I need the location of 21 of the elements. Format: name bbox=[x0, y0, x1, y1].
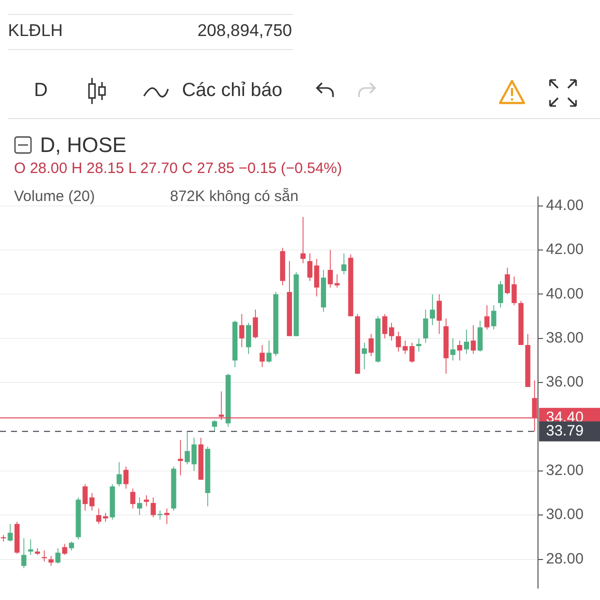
y-tick-label: 44.00 bbox=[546, 196, 584, 214]
y-tick-label: 38.00 bbox=[546, 330, 584, 347]
text: KLĐLH bbox=[8, 21, 63, 41]
y-tick-label: 30.00 bbox=[546, 506, 584, 524]
y-tick-label: 28.00 bbox=[546, 550, 584, 568]
annotation: 872K không có sẵn bbox=[170, 188, 298, 205]
candlestick bbox=[144, 495, 149, 506]
annotation: Volume (20) bbox=[14, 188, 95, 205]
y-tick-label: 36.00 bbox=[546, 374, 584, 391]
candlestick bbox=[362, 342, 367, 370]
candlestick bbox=[450, 338, 456, 360]
y-tick-label: 32.00 bbox=[546, 462, 584, 480]
candlestick bbox=[0, 534, 6, 542]
chart-title: D, HOSE bbox=[40, 134, 126, 158]
candlestick bbox=[300, 216, 306, 264]
text: 208,894,750 bbox=[196, 21, 292, 41]
text: O 28.00 H 28.15 L 27.70 C 27.85 −0.15 (−0.54%) bbox=[14, 160, 342, 177]
text: Các chỉ báo bbox=[182, 80, 282, 102]
y-tick-label: 42.00 bbox=[546, 241, 584, 258]
y-tick-label: 40.00 bbox=[546, 285, 584, 302]
text: D bbox=[34, 80, 48, 102]
